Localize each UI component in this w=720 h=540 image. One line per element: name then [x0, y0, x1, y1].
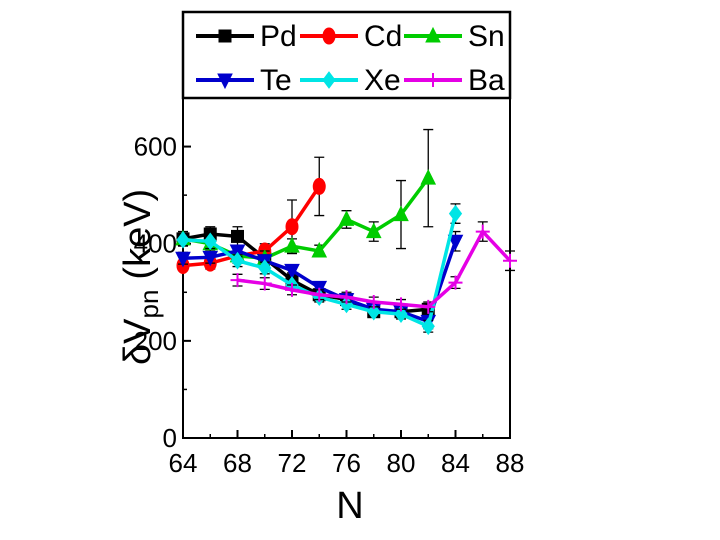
data-point	[285, 282, 299, 297]
plot-frame	[182, 97, 511, 439]
data-point	[448, 204, 463, 223]
legend-box	[181, 10, 512, 100]
data-point	[475, 224, 490, 239]
data-point	[257, 276, 272, 291]
series-ba	[230, 221, 517, 314]
x-tick-label: 88	[496, 448, 525, 478]
legend-label: Te	[260, 64, 292, 97]
y-tick-label: 600	[134, 132, 177, 162]
data-point	[338, 210, 355, 226]
x-tick-label: 80	[387, 448, 416, 478]
legend-item-sn: Sn	[404, 20, 505, 53]
data-point	[311, 241, 328, 258]
legend-marker	[322, 71, 336, 89]
data-point	[421, 317, 435, 336]
data-point	[394, 305, 408, 323]
data-point	[312, 177, 326, 195]
data-point	[339, 290, 354, 305]
legend-label: Xe	[364, 64, 401, 97]
x-axis-title: N	[336, 485, 363, 527]
data-point	[285, 218, 299, 236]
y-tick-label: 200	[134, 326, 177, 356]
legend-label: Ba	[468, 64, 505, 97]
data-point	[366, 295, 381, 309]
x-tick-label: 68	[223, 448, 252, 478]
legend-label: Sn	[468, 20, 505, 53]
data-point	[202, 250, 219, 267]
y-axis-title-unit: (keV)	[117, 189, 159, 280]
y-axis-title-main: δV	[117, 318, 159, 365]
legend-item-xe: Xe	[300, 64, 401, 97]
legend-marker	[425, 26, 441, 43]
legend-marker	[322, 27, 336, 45]
legend-marker	[218, 29, 232, 43]
data-point	[231, 229, 244, 243]
svg-text:δVpn(keV): δVpn (keV)	[117, 189, 164, 365]
data-point	[421, 299, 436, 314]
data-point	[284, 263, 300, 280]
data-point	[367, 302, 381, 321]
series-line	[182, 232, 429, 314]
legend-label: Pd	[260, 20, 297, 53]
data-point	[284, 237, 300, 253]
data-point	[503, 253, 517, 268]
legend-marker	[426, 73, 440, 87]
legend-item-pd: Pd	[196, 20, 297, 53]
data-point	[176, 230, 190, 249]
data-point	[175, 251, 191, 268]
x-tick-label: 84	[441, 448, 470, 478]
y-axis-title-sub: pn	[134, 290, 164, 319]
data-point	[394, 297, 408, 312]
data-point	[393, 205, 409, 222]
y-tick-label: 0	[163, 423, 177, 453]
legend-label: Cd	[364, 20, 402, 53]
series-line	[182, 185, 321, 268]
data-point	[420, 169, 437, 185]
x-tick-label: 76	[332, 448, 361, 478]
data-point	[203, 232, 217, 251]
legend-item-te: Te	[196, 64, 292, 97]
y-tick-label: 400	[134, 229, 177, 259]
data-point	[258, 259, 272, 277]
series-xe	[176, 203, 463, 336]
data-point	[312, 287, 327, 302]
data-point	[447, 234, 464, 251]
legend-item-ba: Ba	[404, 64, 505, 97]
data-point	[230, 273, 245, 288]
plot-area: 64 68 72 76 80 84 88 0 200 400 600	[134, 97, 525, 478]
legend-marker	[217, 73, 233, 90]
legend-item-cd: Cd	[300, 20, 402, 53]
data-point	[230, 251, 245, 270]
y-axis-title: δVpn (keV)	[117, 189, 164, 365]
data-point	[365, 222, 382, 239]
legend: Pd Cd Sn Te Xe Ba	[181, 10, 512, 100]
data-point	[448, 275, 463, 290]
x-tick-label: 72	[278, 448, 307, 478]
x-tick-label: 64	[169, 448, 198, 478]
